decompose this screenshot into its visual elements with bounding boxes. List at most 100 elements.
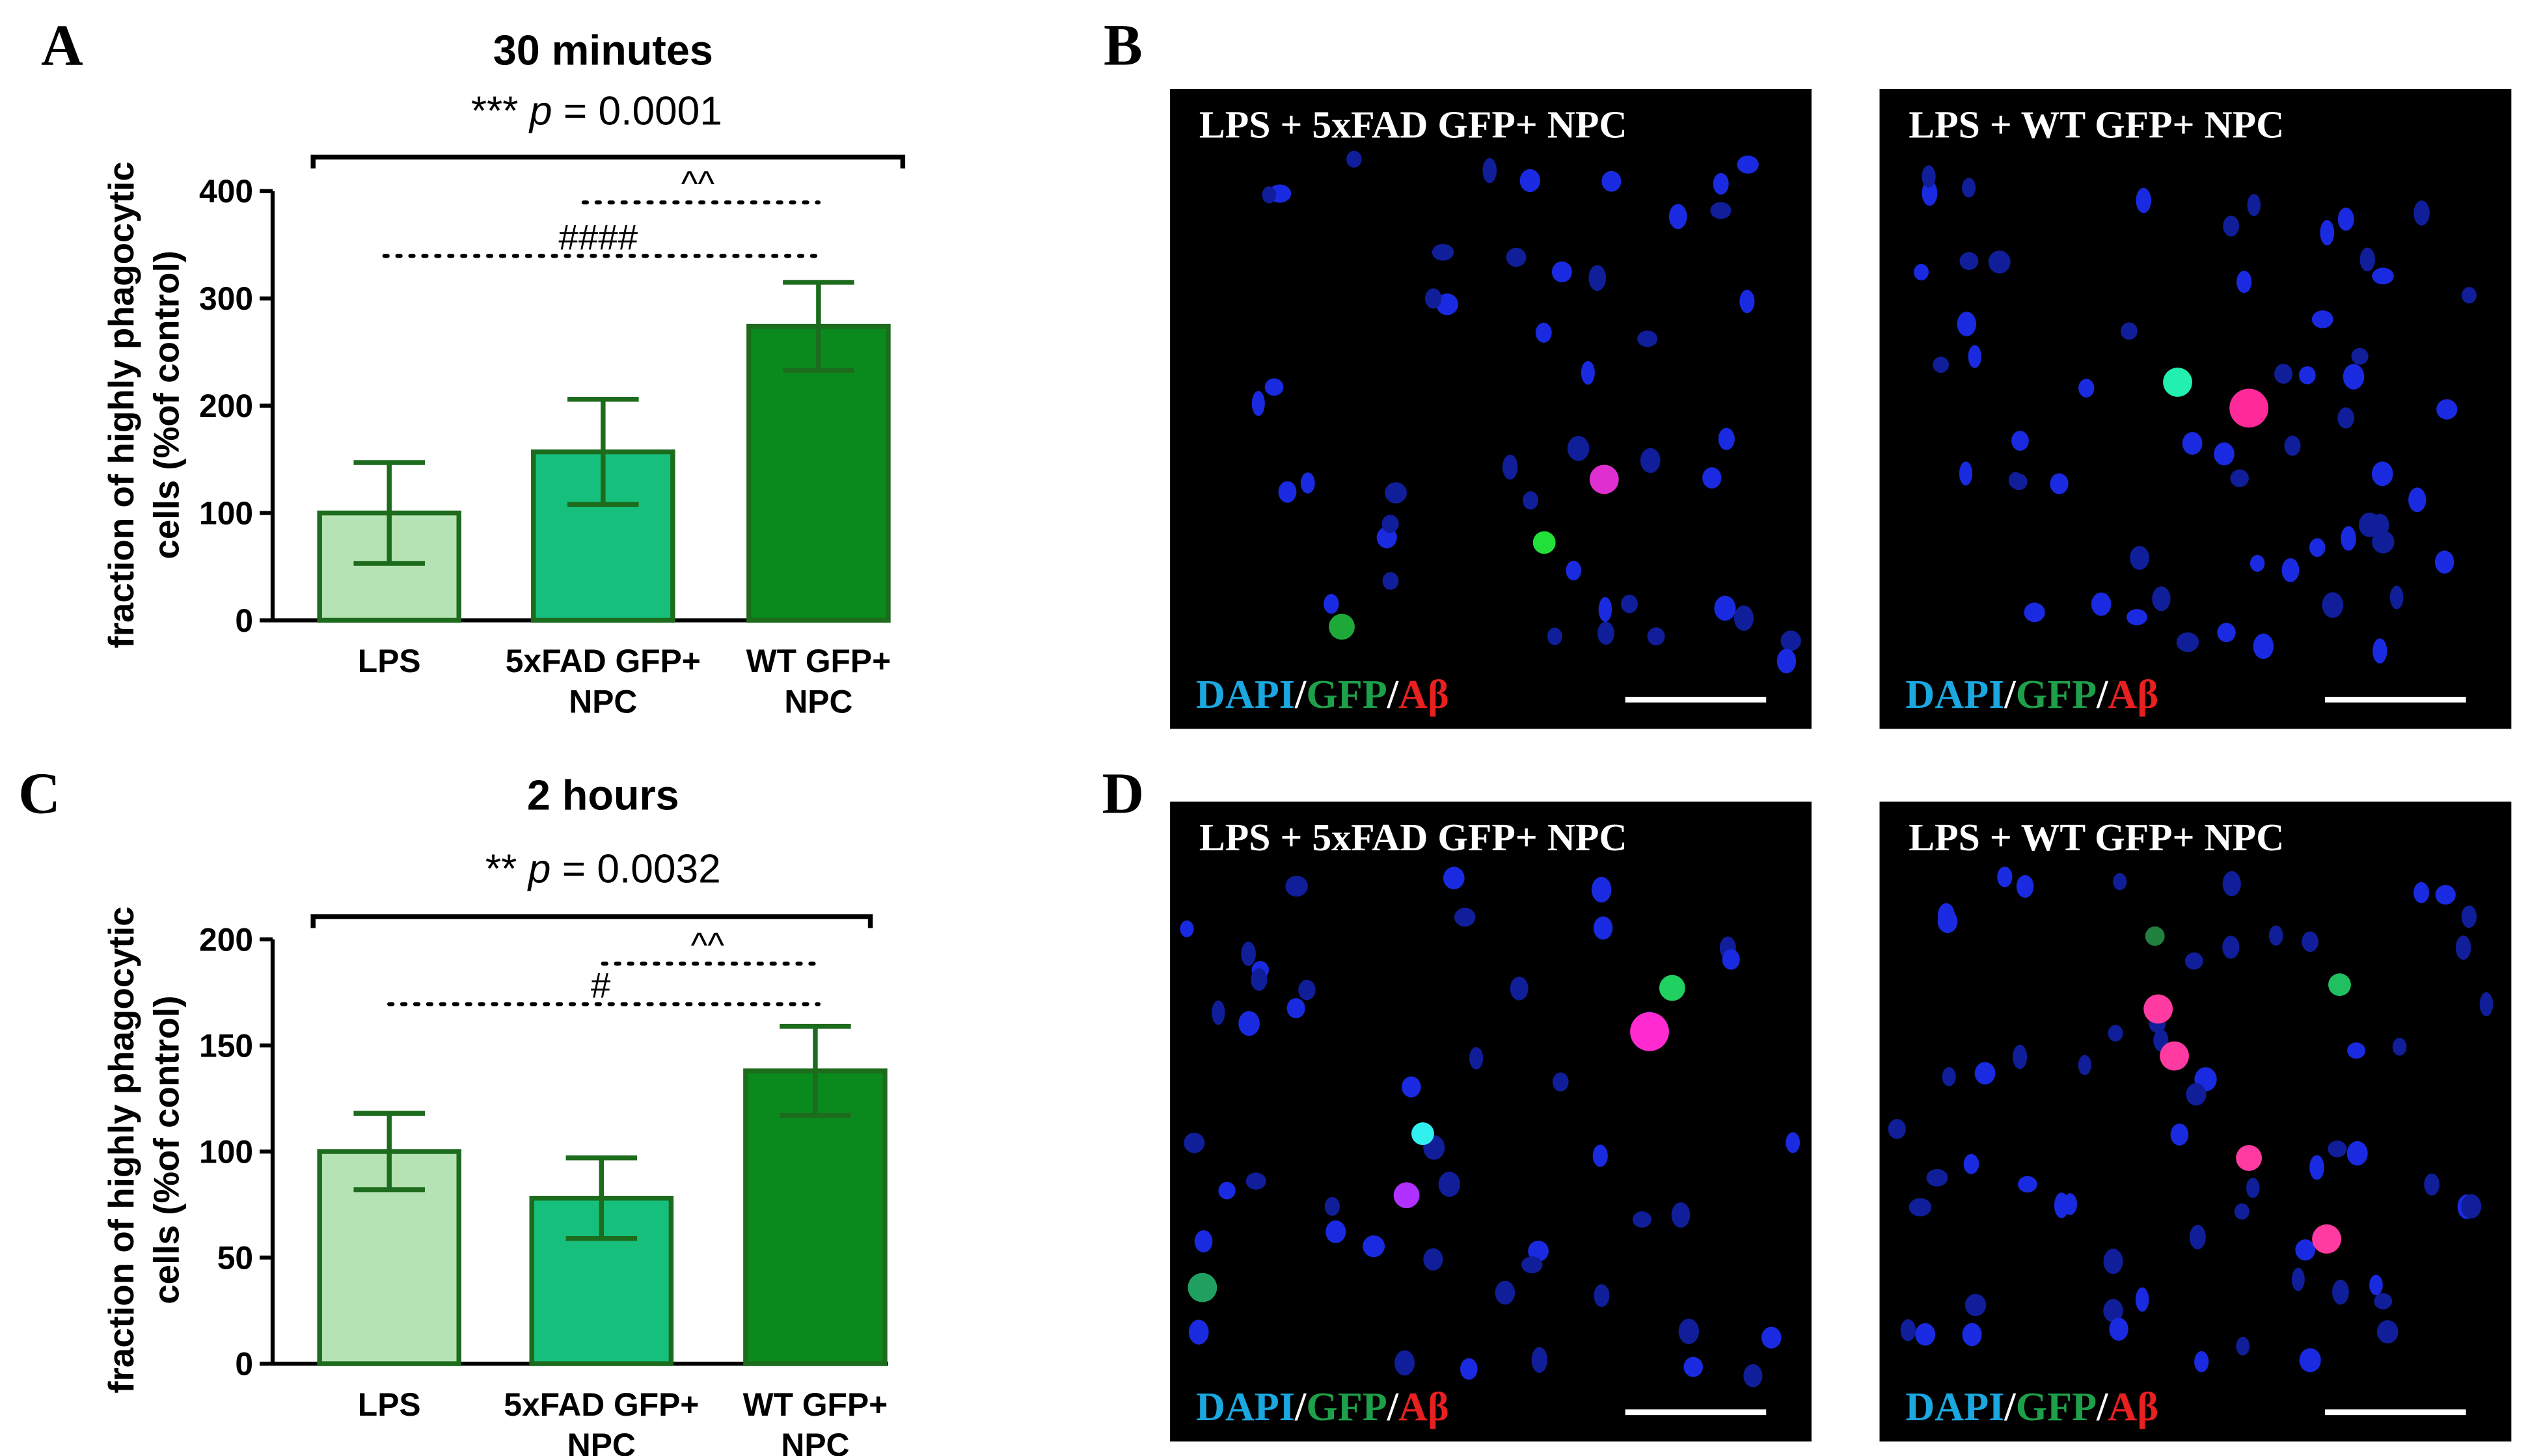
nucleus [1591,876,1612,903]
nucleus [2337,407,2355,429]
nucleus [1962,1323,1982,1347]
nucleus [1436,293,1459,316]
stain-label: / [1387,673,1399,717]
nucleus [2332,1279,2349,1305]
labeled-cell [1630,1012,1669,1051]
nucleus [2372,530,2395,554]
stain-label: / [2096,673,2108,717]
nucleus [2016,875,2034,898]
micrograph-title: LPS + WT GFP+ NPC [1909,103,2284,146]
nucleus [2230,469,2249,487]
nucleus [1506,247,1527,267]
nucleus [2359,247,2376,272]
nucleus [1601,170,1622,192]
panel-label: A [41,14,83,78]
nucleus [1776,649,1797,674]
nucleus [2281,558,2300,582]
error-bar [780,1023,851,1118]
nucleus [1402,1076,1421,1098]
nucleus [1964,1293,1987,1316]
nucleus [1264,378,1284,396]
x-tick-label: NPC [784,683,852,720]
stain-label: GFP [2016,1385,2097,1429]
nucleus [2374,1293,2393,1310]
nucleus [1523,491,1539,510]
stat-label: ** p = 0.0032 [485,847,721,892]
nucleus [1528,1240,1549,1262]
nucleus [2284,435,2301,456]
nucleus [1482,157,1497,183]
nucleus [1324,593,1339,614]
y-tick-label: 100 [199,495,253,532]
nucleus [1632,1211,1651,1228]
nucleus [1922,180,1938,206]
nucleus [2291,1267,2305,1291]
nucleus [1737,155,1759,174]
nucleus [2091,592,2112,616]
comparison-label: ^^ [681,163,715,204]
nucleus [2103,1248,2123,1274]
stain-label: GFP [2016,673,2097,717]
nucleus [2127,609,2147,626]
nucleus [2461,905,2477,928]
nucleus [2436,399,2458,420]
nucleus [2369,1274,2383,1295]
labeled-cell [2328,973,2351,997]
nucleus [1959,252,1979,270]
micrograph-title: LPS + 5xFAD GFP+ NPC [1199,103,1627,146]
nucleus [2236,271,2252,293]
nucleus [1423,1248,1443,1271]
stain-label: DAPI [1196,1385,1295,1429]
nucleus [2011,431,2029,451]
nucleus [1363,1235,1385,1258]
nucleus [2108,1025,2123,1042]
nucleus [1683,1356,1704,1377]
nucleus [1909,1198,1932,1217]
nucleus [1521,1256,1543,1274]
nucleus [1959,461,1973,486]
y-tick-label: 100 [199,1133,253,1170]
nucleus [1194,1230,1213,1253]
stat-part: ** [485,847,517,892]
nucleus [2299,1348,2321,1373]
chart-title: 30 minutes [493,27,713,74]
stain-legend: DAPI/GFP/Aβ [1905,1385,2158,1429]
nucleus [1531,1347,1547,1373]
stain-label: / [2004,1385,2016,1429]
nucleus [1621,595,1638,613]
stat-label: *** p = 0.0001 [471,89,722,134]
nucleus [1385,482,1407,504]
stain-label: Aβ [1398,673,1449,717]
nucleus [2186,1083,2207,1106]
nucleus [2376,1320,2399,1344]
x-tick-label: WT GFP+ [743,1386,888,1423]
nucleus [1594,1284,1610,1307]
stain-label: / [1387,1385,1399,1429]
x-tick-label: LPS [358,643,421,679]
nucleus [1552,1072,1569,1092]
stain-label: GFP [1306,673,1387,717]
nucleus [1535,323,1552,343]
error-bar [567,396,639,507]
nucleus [2223,215,2240,237]
nucleus [1593,916,1613,940]
error-bar [353,1111,425,1193]
nucleus [1286,998,1305,1019]
nucleus [1713,172,1729,195]
nucleus [1454,908,1476,927]
stain-legend: DAPI/GFP/Aβ [1196,1385,1449,1429]
labeled-cell [2143,994,2173,1024]
micrograph-background [1879,802,2512,1442]
nucleus [1678,1318,1699,1345]
nucleus [1714,595,1736,621]
nucleus [2184,952,2203,970]
nucleus [1962,178,1976,198]
nucleus [2302,931,2318,952]
nucleus [2194,1351,2209,1373]
nucleus [2170,1124,2189,1146]
nucleus [2371,461,2393,487]
labeled-cell [2229,388,2268,428]
nucleus [2274,364,2293,384]
nucleus [1761,1327,1782,1349]
